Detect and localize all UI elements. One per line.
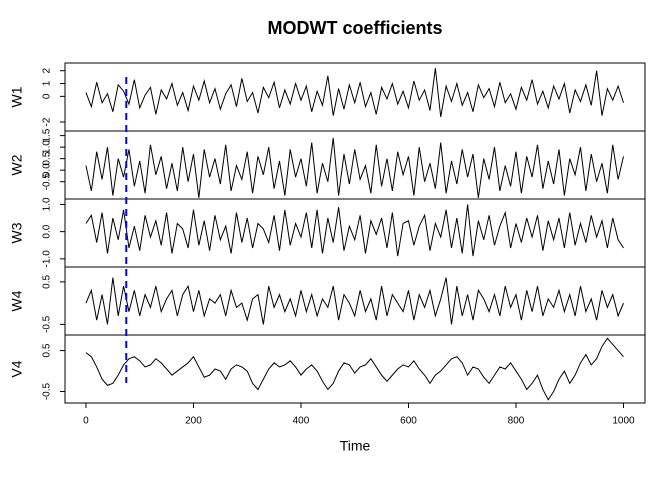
x-axis-label: Time [340,438,371,454]
series-line [85,204,624,257]
panel-frame [64,130,646,200]
panel-frame [64,334,646,404]
panel-label: W1 [9,86,25,107]
y-tick-label: 1.5 [42,128,53,142]
x-tick-label: 800 [508,416,525,427]
x-tick-label: 1000 [612,416,635,427]
y-tick-label: 0.5 [42,343,53,357]
panel-label: V4 [9,360,25,377]
panel-label: W2 [9,154,25,175]
y-tick-label: 0.0 [42,163,53,177]
series-line [85,337,624,401]
y-tick-label: 1 [42,80,53,86]
panel-label: W3 [9,222,25,243]
x-tick-label: 400 [293,416,310,427]
panel-label: W4 [9,290,25,311]
y-tick-label: 0.5 [42,151,53,165]
series-line [85,277,624,325]
y-tick-label: 0.5 [42,274,53,288]
y-tick-label: 0.0 [42,224,53,238]
y-tick-label: 1.0 [42,140,53,154]
x-tick-label: 0 [83,416,89,427]
x-tick-label: 200 [185,416,202,427]
y-tick-label: -0.5 [42,382,53,400]
y-tick-label: 0 [42,93,53,99]
x-tick-label: 600 [400,416,417,427]
chart-title: MODWT coefficients [267,18,442,38]
y-tick-label: -2 [42,117,53,126]
y-tick-label: 2 [42,67,53,73]
series-line [85,68,624,117]
series-line [85,137,624,198]
y-tick-label: 1.0 [42,197,53,211]
y-tick-label: -0.5 [42,315,53,333]
y-tick-label: -0.5 [42,173,53,191]
y-tick-label: -1.0 [42,250,53,268]
